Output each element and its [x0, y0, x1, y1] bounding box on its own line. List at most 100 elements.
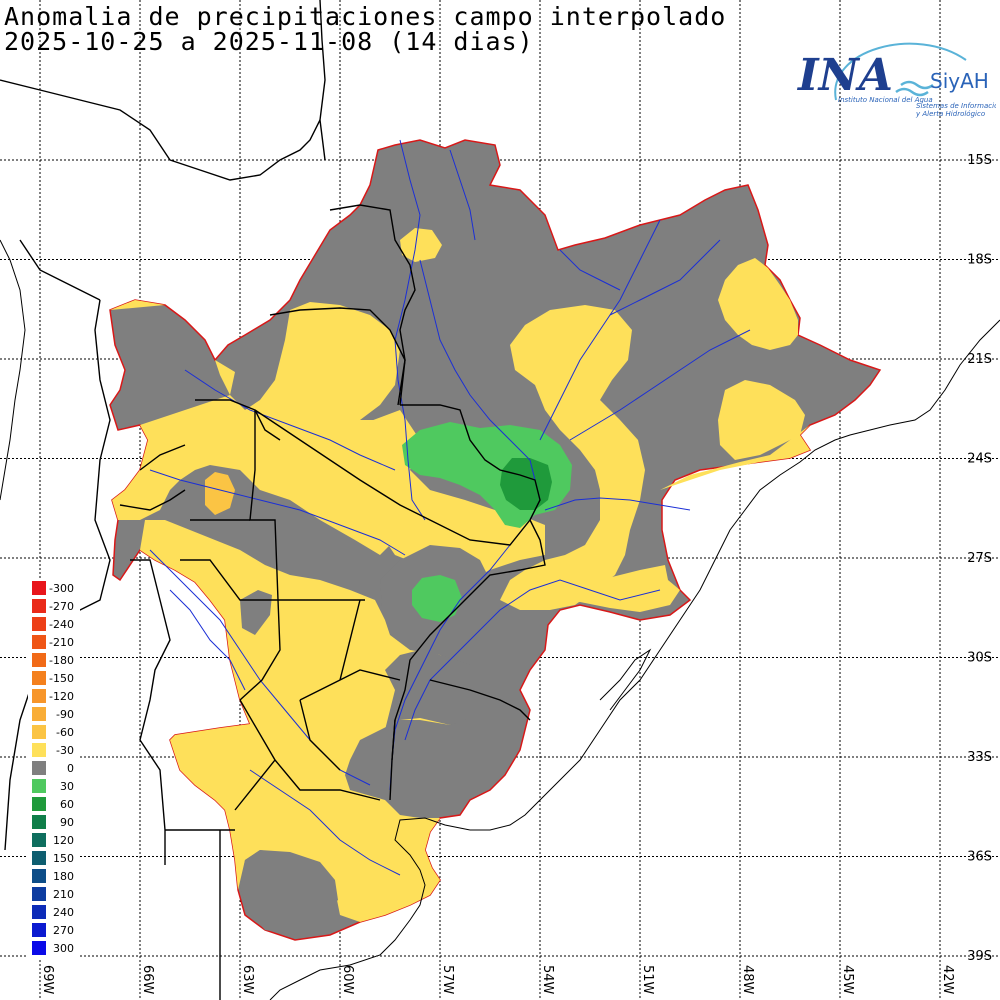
latitude-label: 30S — [967, 651, 992, 666]
yellow-east-strip — [660, 425, 810, 490]
coast-atlantic — [470, 319, 1000, 831]
border-north-peru — [0, 79, 171, 161]
logo-ina-text: INA — [796, 50, 893, 101]
legend-swatch — [32, 761, 46, 775]
border-uruguay-brazil — [429, 679, 531, 721]
yellow-west — [110, 300, 425, 555]
latitude-labels: 15S 18S 21S 24S 27S 30S 33S 36S 39S — [967, 153, 992, 964]
legend-swatch — [32, 815, 46, 829]
legend-swatch — [32, 869, 46, 883]
legend-swatch — [32, 653, 46, 667]
border-chile — [4, 299, 111, 851]
river-west-dulce — [169, 589, 246, 691]
legend-label: 150 — [53, 852, 74, 865]
longitude-label: 54W — [540, 965, 555, 995]
legend-label: -300 — [49, 582, 74, 595]
latitude-label: 27S — [967, 551, 992, 566]
yellow-north-blob — [400, 228, 442, 262]
legend-swatch — [32, 689, 46, 703]
river-south — [249, 769, 401, 876]
legend-swatch — [32, 905, 46, 919]
border-uruguay-argentina — [389, 719, 396, 801]
legend-label: 90 — [60, 816, 74, 829]
river-pilcomayo — [184, 369, 396, 471]
legend-label: 270 — [53, 924, 74, 937]
legend-swatch — [32, 599, 46, 613]
river-upper-parana — [539, 219, 661, 441]
longitude-label: 45W — [840, 965, 855, 995]
coastline — [0, 239, 1000, 1000]
legend-swatch — [32, 851, 46, 865]
river-tiete — [569, 329, 751, 441]
coast-pacific — [0, 239, 26, 501]
logo-wave-1 — [900, 80, 934, 90]
legend-label: -90 — [56, 708, 74, 721]
river-grande — [609, 239, 721, 316]
legend-label: -60 — [56, 726, 74, 739]
legend-label: -180 — [49, 654, 74, 667]
river-uruguay — [404, 579, 661, 741]
legend-swatch — [32, 923, 46, 937]
latitude-label: 36S — [967, 850, 992, 865]
legend-swatch — [32, 707, 46, 721]
border-bolivia-brazil — [329, 204, 416, 406]
legend-swatch — [32, 617, 46, 631]
political-borders — [0, 0, 546, 1000]
border-peru-chile — [19, 239, 101, 301]
legend-label: -240 — [49, 618, 74, 631]
legend-swatch — [32, 743, 46, 757]
legend-swatch — [32, 779, 46, 793]
yellow-east-center — [500, 305, 645, 610]
legend-label: 180 — [53, 870, 74, 883]
latitude-label: 21S — [967, 352, 992, 367]
legend-label: 120 — [53, 834, 74, 847]
legend-swatch — [32, 581, 46, 595]
legend-label: 210 — [53, 888, 74, 901]
border-brazil-north — [319, 0, 326, 161]
legend-label: -30 — [56, 744, 74, 757]
latitude-label: 33S — [967, 750, 992, 765]
legend-label: -210 — [49, 636, 74, 649]
longitude-label: 60W — [340, 965, 355, 995]
yellow-northeast — [718, 258, 805, 460]
coast-lagoon — [599, 648, 652, 711]
river-paranaiba — [559, 249, 621, 291]
latitude-label: 24S — [967, 452, 992, 467]
green-south — [412, 575, 462, 622]
logo-swoosh — [834, 42, 967, 101]
map-title: Anomalia de precipitaciones campo interp… — [4, 2, 727, 31]
gray-south-blob — [240, 850, 338, 935]
border-bolivia-paraguay — [269, 307, 406, 406]
logo-institute-text: Instituto Nacional del Agua — [838, 96, 933, 104]
yellow-lower-east — [540, 565, 680, 612]
anomaly-positive-areas — [402, 422, 572, 622]
border-paraguay-brazil — [400, 404, 541, 521]
ina-siyah-logo: INA SiyAH Instituto Nacional del Agua Si… — [796, 42, 996, 118]
longitude-labels: 69W 66W 63W 60W 57W 54W 51W 48W 45W 42W — [40, 965, 955, 995]
legend-label: 30 — [60, 780, 74, 793]
legend-label: -270 — [49, 600, 74, 613]
legend-label: -150 — [49, 672, 74, 685]
border-province-2 — [180, 519, 365, 601]
longitude-label: 63W — [240, 965, 255, 995]
longitude-label: 66W — [140, 965, 155, 995]
logo-tagline-2: y Alerta Hidrológico — [915, 110, 985, 118]
legend-label: 300 — [53, 942, 74, 955]
border-province-1 — [239, 410, 281, 701]
map-period: 2025-10-25 a 2025-11-08 (14 dias) — [4, 27, 534, 56]
coast-rio-plata — [269, 817, 471, 1000]
latitude-label: 18S — [967, 253, 992, 268]
border-province-4 — [299, 599, 401, 701]
longitude-label: 51W — [640, 965, 655, 995]
gray-west-small — [240, 590, 272, 635]
logo-wave-2 — [895, 87, 929, 97]
legend-swatch — [32, 725, 46, 739]
legend-label: -120 — [49, 690, 74, 703]
river-north — [449, 149, 476, 241]
legend-swatch — [32, 797, 46, 811]
logo-tagline-1: Sistemas de Información — [916, 102, 996, 110]
latitude-label: 15S — [967, 153, 992, 168]
legend-label: 0 — [67, 762, 74, 775]
